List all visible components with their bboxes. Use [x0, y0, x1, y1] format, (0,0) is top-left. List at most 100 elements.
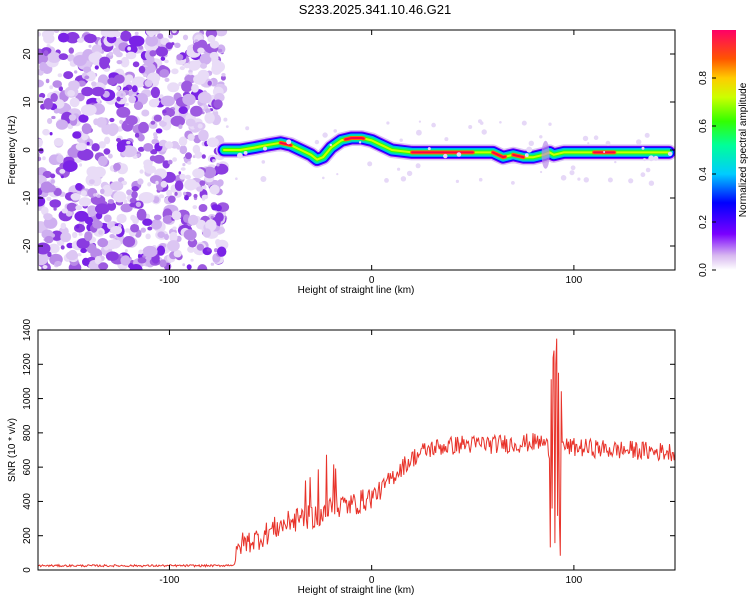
noise-blob	[197, 123, 203, 129]
noise-blob	[137, 178, 144, 185]
noise-blob	[77, 37, 84, 43]
noise-blob	[89, 179, 95, 185]
noise-blob	[94, 65, 99, 70]
ridge-speck	[237, 152, 243, 159]
noise-blob	[188, 72, 193, 76]
noise-blob	[128, 95, 136, 104]
noise-blob	[205, 108, 211, 114]
noise-blob	[179, 66, 185, 71]
noise-blob	[43, 50, 49, 57]
noise-blob	[86, 141, 90, 146]
noise-blob	[137, 146, 145, 152]
ridge-speck	[645, 167, 651, 173]
noise-blob	[74, 70, 78, 74]
noise-blob	[215, 30, 228, 37]
noise-blob	[97, 155, 108, 167]
noise-blob	[97, 238, 109, 248]
noise-blob	[84, 216, 94, 225]
ridge-speck	[367, 161, 373, 167]
noise-blob	[145, 233, 151, 240]
noise-blob	[51, 115, 56, 120]
noise-blob	[53, 30, 60, 33]
ridge-speck	[499, 121, 502, 124]
noise-blob	[176, 54, 184, 61]
ridge-speck	[605, 140, 611, 146]
noise-blob	[160, 180, 168, 188]
noise-blob	[42, 170, 52, 179]
noise-blob	[198, 129, 209, 142]
noise-blob	[149, 175, 163, 184]
noise-blob	[65, 251, 79, 261]
ridge-speck	[399, 138, 403, 142]
noise-blob	[113, 191, 127, 203]
noise-blob	[204, 112, 215, 124]
colorbar-tick-label: 0.8	[698, 71, 709, 85]
x-tick-label: 100	[566, 275, 583, 286]
ridge-speck	[358, 141, 362, 144]
noise-blob	[216, 162, 220, 167]
noise-blob	[191, 84, 199, 93]
noise-blob	[148, 98, 160, 108]
noise-blob	[201, 154, 206, 159]
noise-blob	[53, 108, 60, 114]
noise-blob	[202, 228, 211, 238]
noise-blob	[42, 128, 50, 136]
noise-blob	[66, 242, 74, 249]
noise-blob	[91, 81, 97, 87]
ridge-speck	[314, 139, 320, 145]
noise-blob	[188, 214, 199, 226]
colorbar-label: Normalized spectral amplitude	[738, 82, 749, 217]
noise-blob	[182, 34, 189, 41]
noise-blob	[164, 77, 170, 82]
noise-blob	[206, 248, 212, 252]
noise-blob	[137, 257, 147, 264]
ridge-speck	[322, 176, 325, 180]
noise-blob	[155, 180, 159, 185]
noise-blob	[91, 176, 102, 187]
noise-blob	[205, 219, 217, 232]
noise-blob	[200, 63, 207, 69]
noise-blob	[108, 51, 114, 56]
colorbar-gradient	[712, 30, 736, 270]
noise-blob	[172, 157, 178, 162]
ridge-speck	[235, 177, 238, 180]
ridge-speck	[478, 177, 483, 182]
noise-blob	[138, 45, 144, 50]
noise-blob	[92, 220, 103, 229]
y-tick-label: 200	[22, 527, 33, 544]
noise-blob	[124, 249, 128, 253]
noise-blob	[171, 210, 182, 221]
spectrogram-noise-region	[38, 30, 230, 270]
noise-blob	[127, 46, 131, 51]
ridge-speck	[444, 137, 449, 142]
noise-blob	[91, 143, 100, 152]
noise-blob	[84, 75, 90, 80]
ridge-speck	[427, 147, 431, 151]
noise-blob	[220, 75, 226, 81]
noise-blob	[110, 225, 122, 235]
noise-blob	[149, 50, 157, 57]
noise-blob	[144, 79, 153, 88]
noise-blob	[213, 99, 223, 109]
noise-blob	[68, 114, 77, 121]
noise-blob	[185, 152, 192, 160]
noise-blob	[117, 143, 126, 153]
noise-blob	[145, 35, 159, 47]
ridge-speck	[603, 151, 606, 153]
noise-blob	[47, 52, 62, 63]
ridge-speck	[336, 173, 339, 176]
noise-blob	[185, 174, 191, 180]
ridge-speck	[329, 143, 332, 147]
noise-blob	[186, 264, 192, 270]
y-tick-label: 1400	[22, 318, 33, 341]
noise-blob	[94, 256, 102, 265]
ridge-speck	[418, 120, 421, 123]
chart-title: S233.2025.341.10.46.G21	[298, 2, 452, 17]
noise-blob	[214, 248, 218, 253]
noise-blob	[164, 233, 169, 241]
ridge-speck	[648, 155, 655, 162]
noise-blob	[120, 56, 130, 68]
y-tick-label: 800	[22, 424, 33, 441]
ridge-speck	[245, 126, 250, 131]
